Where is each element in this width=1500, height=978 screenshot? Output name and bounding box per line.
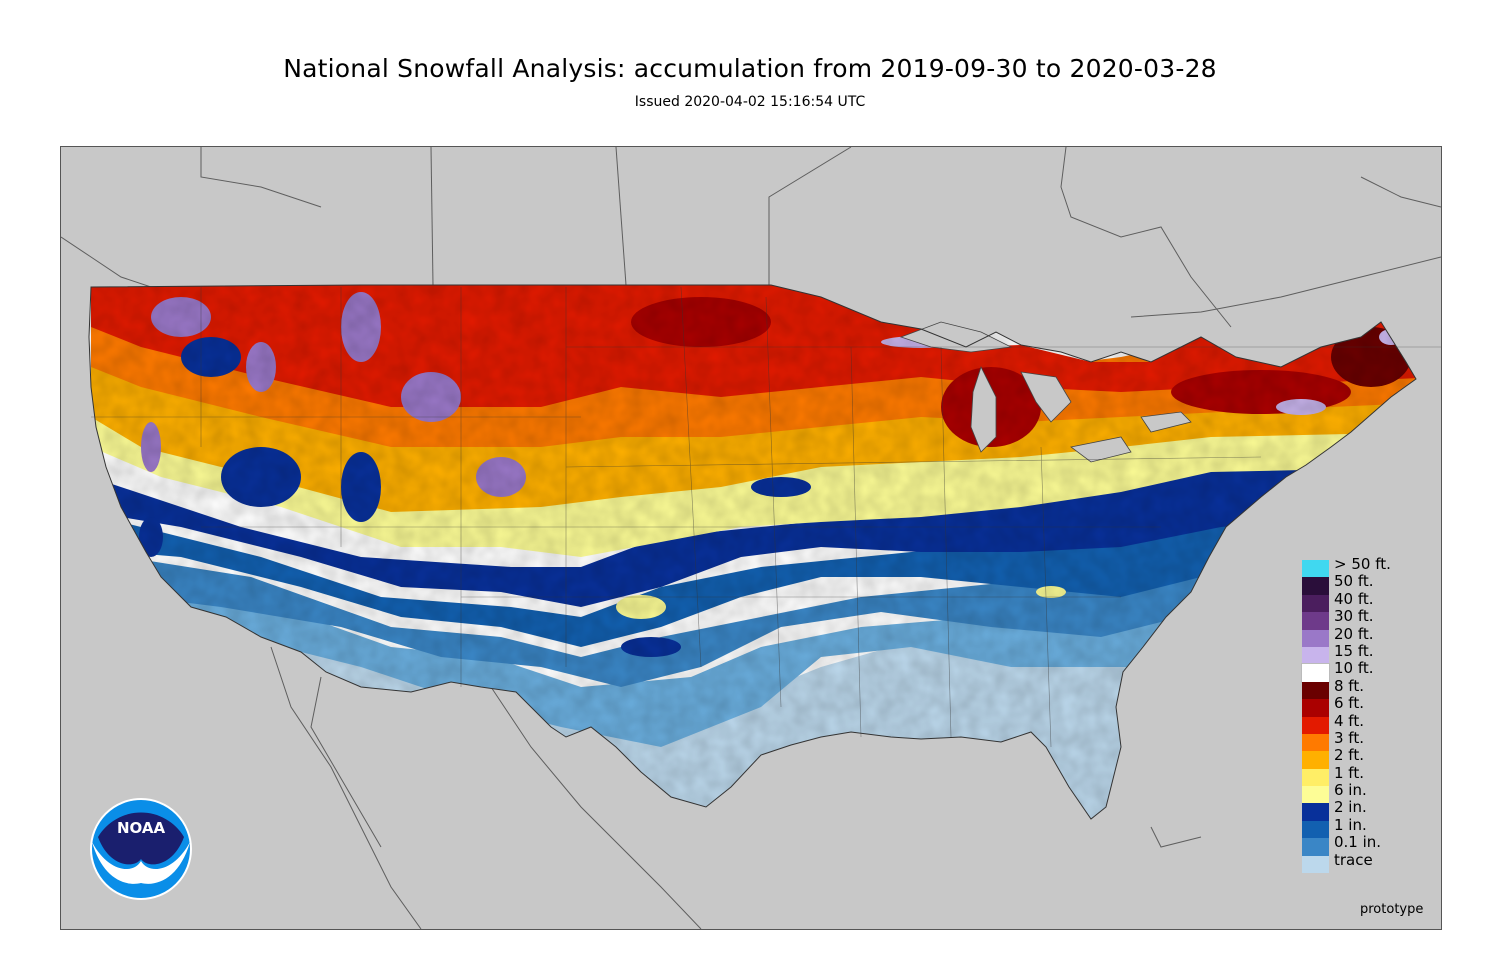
legend-swatch	[1302, 560, 1329, 578]
legend-swatch	[1302, 594, 1329, 613]
legend-label: 2 in.	[1334, 798, 1367, 817]
legend-label: 8 ft.	[1334, 676, 1364, 695]
legend-label: 20 ft.	[1334, 624, 1374, 643]
legend-swatch	[1302, 577, 1329, 595]
legend-swatch	[1302, 803, 1329, 821]
legend-label: 1 in.	[1334, 815, 1367, 834]
legend-swatch	[1302, 855, 1329, 874]
legend-swatch	[1302, 629, 1329, 647]
legend-label: 15 ft.	[1334, 641, 1374, 660]
legend-label: 1 ft.	[1334, 763, 1364, 782]
legend-swatch	[1302, 820, 1329, 839]
prototype-label: prototype	[1360, 902, 1424, 917]
legend-swatch	[1302, 838, 1329, 856]
legend-swatch	[1302, 646, 1329, 665]
legend-label: trace	[1334, 850, 1373, 869]
legend-label: 10 ft.	[1334, 659, 1374, 678]
snowfall-map	[60, 146, 1442, 930]
snowfall-field	[89, 285, 1416, 819]
legend-label: 50 ft.	[1334, 572, 1374, 591]
legend-label: 40 ft.	[1334, 589, 1374, 608]
legend-swatch	[1302, 733, 1329, 752]
legend-swatch	[1302, 768, 1329, 787]
legend-label: 4 ft.	[1334, 711, 1364, 730]
legend-swatch	[1302, 716, 1329, 734]
legend-label: > 50 ft.	[1334, 555, 1391, 573]
legend-label: 2 ft.	[1334, 746, 1364, 765]
legend-swatch	[1301, 663, 1330, 683]
legend-swatch	[1302, 681, 1329, 700]
legend-swatch	[1302, 751, 1329, 769]
legend-label: 6 in.	[1334, 781, 1367, 800]
legend-label: 6 ft.	[1334, 694, 1364, 713]
legend-swatch	[1302, 699, 1329, 717]
map-graphic	[61, 147, 1441, 929]
noaa-logo: NOAA	[90, 798, 192, 900]
legend-label: 30 ft.	[1334, 607, 1374, 626]
legend-swatch	[1302, 612, 1329, 630]
country-outlines	[61, 147, 1441, 929]
legend-swatch	[1302, 786, 1329, 804]
great-lakes	[899, 321, 1192, 463]
state-borders	[91, 286, 1441, 748]
legend-label: 0.1 in.	[1334, 833, 1382, 852]
legend-label: 3 ft.	[1334, 728, 1364, 747]
page-title: National Snowfall Analysis: accumulation…	[283, 54, 1217, 83]
issued-timestamp: Issued 2020-04-02 15:16:54 UTC	[634, 94, 866, 110]
logo-text: NOAA	[117, 819, 166, 837]
